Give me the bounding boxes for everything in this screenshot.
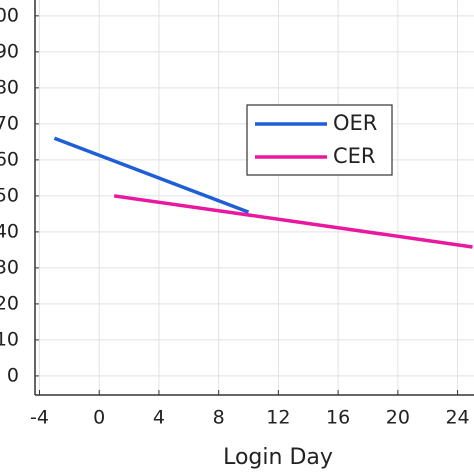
y-tick-label: 20 bbox=[0, 292, 19, 314]
x-tick-label: 4 bbox=[153, 407, 165, 429]
y-tick-label: 100 bbox=[0, 4, 19, 26]
x-tick-label: 8 bbox=[213, 407, 225, 429]
y-tick-label: 60 bbox=[0, 148, 19, 170]
series-line bbox=[113, 194, 473, 249]
y-tick-label: 80 bbox=[0, 76, 19, 98]
y-tick-label: 40 bbox=[0, 220, 19, 242]
y-tick-label: 70 bbox=[0, 112, 19, 134]
y-tick-label: 10 bbox=[0, 328, 19, 350]
x-tick-label: 20 bbox=[386, 407, 410, 429]
x-tick-label: 12 bbox=[266, 407, 290, 429]
y-tick-label: 90 bbox=[0, 40, 19, 62]
y-tick-label: 0 bbox=[7, 364, 19, 386]
x-axis-label: Login Day bbox=[223, 445, 333, 470]
x-tick-label: 24 bbox=[445, 407, 469, 429]
legend bbox=[246, 104, 393, 176]
x-tick-label: 0 bbox=[93, 407, 105, 429]
x-tick-label: -4 bbox=[30, 407, 49, 429]
legend-label: OER bbox=[333, 111, 377, 135]
series-line bbox=[53, 136, 250, 214]
y-tick-label: 50 bbox=[0, 184, 19, 206]
y-tick-label: 30 bbox=[0, 256, 19, 278]
legend-label: CER bbox=[333, 144, 376, 168]
x-tick-label: 16 bbox=[326, 407, 350, 429]
